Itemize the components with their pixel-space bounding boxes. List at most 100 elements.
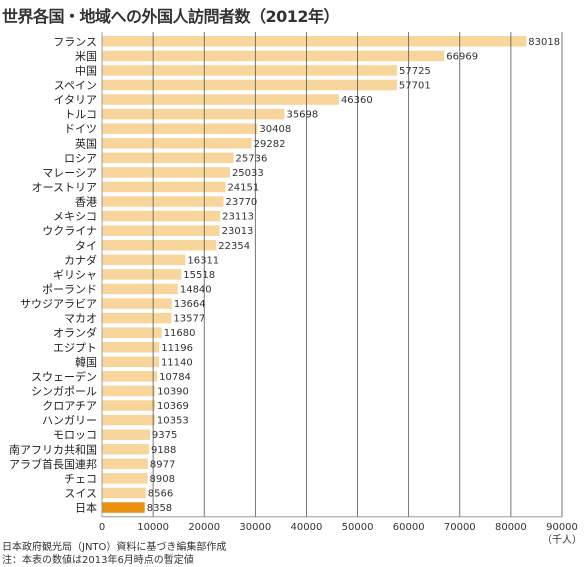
category-label: エジプト	[53, 341, 97, 354]
category-label: 日本	[75, 501, 97, 515]
value-label: 22354	[218, 241, 250, 252]
category-label: フランス	[53, 35, 97, 48]
notes: 日本政府観光局（JNTO）資料に基づき編集部作成 注：本表の数値は2013年6月…	[2, 541, 226, 567]
bar	[102, 400, 155, 411]
category-label: スペイン	[54, 79, 97, 92]
value-label: 57725	[399, 66, 431, 77]
category-label: 香港	[75, 196, 97, 209]
category-label: 米国	[75, 50, 97, 63]
bar	[102, 240, 217, 251]
bar	[102, 356, 159, 368]
tick-label: 20000	[188, 522, 220, 533]
value-label: 11680	[164, 328, 196, 339]
category-label: アラブ首長国連邦	[9, 457, 97, 471]
value-label: 10353	[157, 416, 189, 427]
category-label: クロアチア	[42, 400, 97, 413]
value-label: 10784	[159, 372, 191, 383]
source-note: 日本政府観光局（JNTO）資料に基づき編集部作成	[2, 542, 227, 553]
value-label: 13577	[173, 314, 205, 325]
value-label: 14840	[180, 284, 212, 295]
bar	[102, 371, 158, 382]
tick-label: 90000	[546, 522, 578, 533]
value-label: 25033	[232, 168, 264, 179]
category-label: 中国	[75, 64, 97, 77]
bar	[102, 108, 285, 120]
category-label: ロシア	[64, 152, 97, 165]
bar	[102, 79, 397, 91]
category-label: サウジアラビア	[20, 298, 97, 311]
category-label: ハンガリー	[42, 414, 97, 427]
footnote: 注：本表の数値は2013年6月時点の暫定値	[2, 555, 194, 566]
tick-label: 30000	[239, 522, 271, 533]
bar	[102, 181, 226, 193]
value-label: 46360	[341, 95, 373, 106]
tick-label: 40000	[291, 522, 323, 533]
bar	[102, 414, 155, 426]
category-label: オランダ	[53, 326, 97, 340]
tick-label: 0	[99, 522, 105, 533]
tick-label: 10000	[137, 522, 169, 533]
value-label: 9188	[151, 445, 176, 456]
category-label: トルコ	[64, 108, 97, 121]
category-label: ウクライナ	[42, 225, 97, 238]
value-label: 30408	[259, 124, 291, 135]
value-label: 57701	[399, 81, 431, 92]
value-label: 23013	[222, 226, 254, 237]
value-label: 35698	[286, 110, 318, 121]
bar	[102, 502, 145, 513]
category-label: モロッコ	[53, 429, 97, 442]
bar	[102, 210, 221, 222]
bar	[102, 65, 398, 76]
bar	[102, 312, 172, 324]
category-label: シンガポール	[31, 385, 97, 398]
category-label: マレーシア	[42, 166, 97, 179]
bar	[102, 444, 149, 455]
tick-label: 50000	[342, 522, 374, 533]
category-label: タイ	[75, 239, 97, 252]
category-label: イタリア	[53, 94, 97, 107]
bar	[102, 298, 172, 309]
value-label: 24151	[227, 182, 259, 193]
value-label: 29282	[254, 139, 286, 150]
category-label: スウェーデン	[31, 369, 97, 383]
value-label: 10369	[157, 401, 189, 412]
category-label: メキシコ	[53, 210, 97, 223]
bar	[102, 94, 339, 105]
bar	[102, 283, 178, 295]
value-label: 23113	[222, 212, 254, 223]
bar	[102, 342, 160, 353]
value-label: 8977	[150, 459, 175, 470]
value-label: 66969	[446, 51, 478, 62]
category-label: ポーランド	[42, 283, 97, 296]
category-label: ドイツ	[64, 123, 97, 136]
tick-label: 70000	[444, 522, 476, 533]
unit-label: （千人）	[542, 534, 582, 546]
bar	[102, 123, 258, 134]
value-label: 23770	[225, 197, 257, 208]
category-label: カナダ	[64, 253, 97, 267]
category-label: チェコ	[64, 472, 97, 485]
tick-label: 60000	[393, 522, 425, 533]
value-label: 15518	[183, 270, 215, 281]
value-label: 25736	[236, 153, 268, 164]
category-label: マカオ	[64, 312, 97, 325]
bar	[102, 254, 186, 266]
category-label: 韓国	[75, 356, 97, 369]
bar	[102, 167, 230, 178]
value-label: 9375	[152, 430, 177, 441]
value-label: 8358	[147, 503, 172, 514]
value-label: 8566	[148, 488, 173, 499]
category-label: 南アフリカ共和国	[9, 443, 97, 456]
value-label: 83018	[528, 37, 560, 48]
value-label: 10390	[157, 386, 189, 397]
tick-label: 80000	[495, 522, 527, 533]
bar	[102, 458, 148, 470]
category-label: スイス	[64, 487, 97, 500]
bar	[102, 429, 150, 440]
page-title: 世界各国・地域への外国人訪問者数（2012年）	[2, 7, 340, 26]
value-label: 16311	[187, 255, 219, 266]
bar	[102, 152, 234, 164]
bar	[102, 138, 252, 149]
bar	[102, 50, 445, 62]
